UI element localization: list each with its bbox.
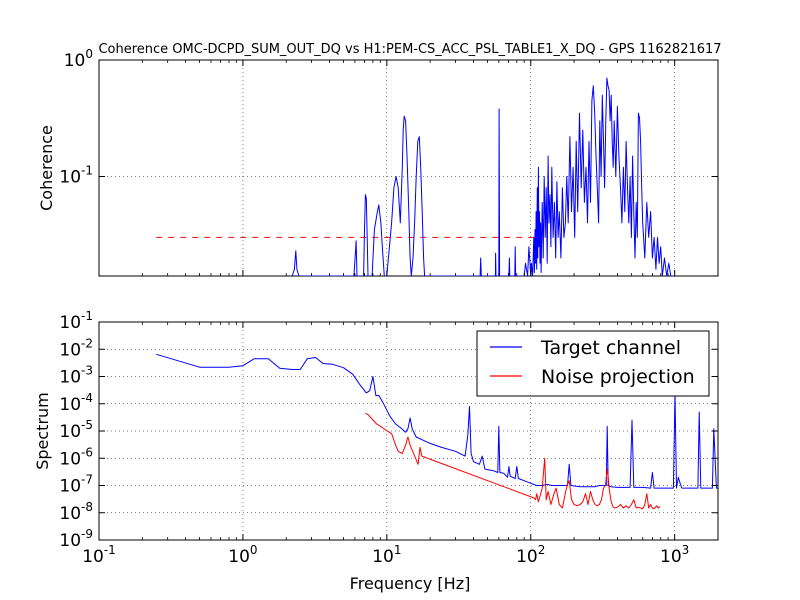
coherence-plot: 100 10-1 Coherence xyxy=(37,47,719,277)
spectrum-y-tick-label: 10-8 xyxy=(59,500,93,524)
spectrum-plot: 10-110-210-310-410-510-610-710-810-910-1… xyxy=(33,309,719,593)
coherence-tick-labels: 100 10-1 xyxy=(59,47,718,276)
coherence-series-line xyxy=(291,77,675,276)
spectrum-y-tick-label: 10-2 xyxy=(59,336,93,360)
frequency-x-tick-label: 103 xyxy=(660,543,689,567)
coherence-y-tick-label: 100 xyxy=(64,47,93,71)
spectrum-y-tick-label: 10-7 xyxy=(59,473,93,497)
coherence-series-layer xyxy=(291,77,675,276)
frequency-axis-label: Frequency [Hz] xyxy=(350,574,471,593)
frequency-x-tick-label: 101 xyxy=(372,543,401,567)
frequency-x-tick-label: 100 xyxy=(228,543,257,567)
coherence-y-axis-label: Coherence xyxy=(37,125,56,211)
coherence-y-tick-label: 10-1 xyxy=(59,164,93,188)
spectrum-y-tick-label: 10-4 xyxy=(59,391,93,415)
spectrum-y-tick-label: 10-3 xyxy=(59,364,93,388)
spectrum-y-tick-label: 10-1 xyxy=(59,309,93,333)
spectrum-y-axis-label: Spectrum xyxy=(33,392,52,470)
spectrum-noise-projection-line xyxy=(365,412,661,510)
spectrum-y-tick-label: 10-9 xyxy=(59,527,93,551)
legend-label-target-channel: Target channel xyxy=(540,337,681,359)
chart-title: Coherence OMC-DCPD_SUM_OUT_DQ vs H1:PEM-… xyxy=(98,42,721,57)
legend-label-noise-projection: Noise projection xyxy=(541,366,695,388)
frequency-x-tick-label: 10-1 xyxy=(82,543,116,567)
frequency-x-tick-label: 102 xyxy=(516,543,545,567)
spectrum-tick-labels: 10-110-210-310-410-510-610-710-810-910-1… xyxy=(59,309,718,567)
spectrum-y-tick-label: 10-5 xyxy=(59,418,93,442)
spectrum-series-layer xyxy=(156,353,718,510)
legend-box xyxy=(476,330,710,397)
coherence-gridlines xyxy=(98,59,718,276)
coherence-plot-area xyxy=(98,59,719,277)
legend: Target channel Noise projection xyxy=(476,330,710,397)
spectrum-y-tick-label: 10-6 xyxy=(59,445,93,469)
spectrum-target-channel-line xyxy=(156,353,718,489)
